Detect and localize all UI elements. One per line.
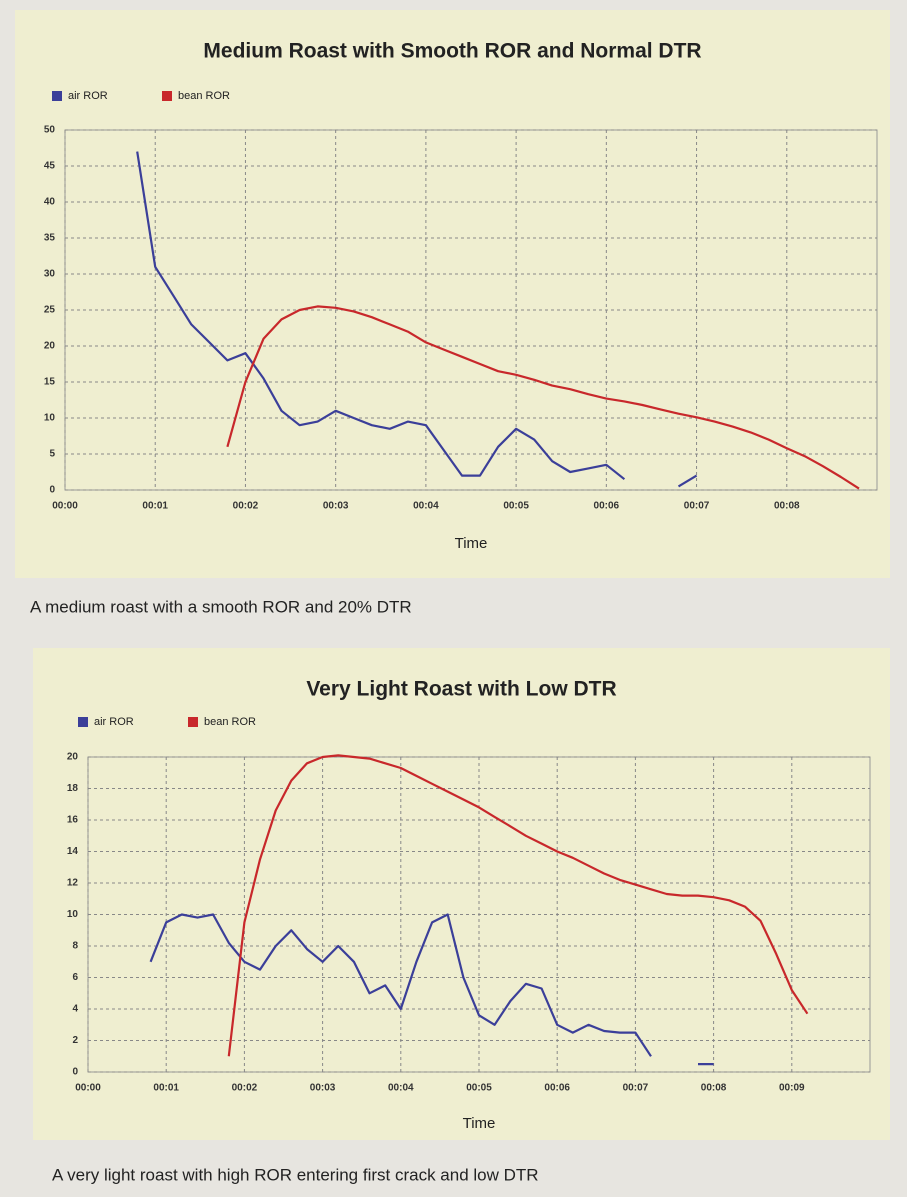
x-tick-label: 00:04 [388,1083,414,1094]
x-tick-label: 00:00 [75,1083,101,1094]
chart-title: Very Light Roast with Low DTR [306,678,616,701]
legend-label: bean ROR [178,90,230,102]
chart-panel [15,10,890,578]
data-line [227,754,809,1057]
x-tick-label: 00:06 [594,501,620,512]
x-tick-label: 00:06 [544,1083,570,1094]
caption: A very light roast with high ROR enterin… [52,1165,539,1184]
y-tick-label: 50 [44,125,56,136]
legend-swatch [78,717,88,727]
y-tick-label: 16 [67,815,79,826]
y-tick-label: 12 [67,878,79,889]
y-tick-label: 18 [67,783,79,794]
data-line [226,305,860,490]
chart-title: Medium Roast with Smooth ROR and Normal … [203,40,701,63]
y-tick-label: 0 [72,1067,78,1078]
y-tick-label: 8 [72,941,78,952]
x-tick-label: 00:08 [701,1083,727,1094]
x-tick-label: 00:07 [684,501,710,512]
y-tick-label: 45 [44,161,56,172]
y-tick-label: 25 [44,305,56,316]
y-tick-label: 10 [67,909,79,920]
legend-label: air ROR [68,90,108,102]
x-axis-label: Time [463,1115,496,1132]
y-tick-label: 6 [72,972,78,983]
y-tick-label: 30 [44,269,56,280]
x-tick-label: 00:01 [142,501,168,512]
x-tick-label: 00:05 [466,1083,492,1094]
y-tick-label: 4 [72,1004,78,1015]
y-tick-label: 20 [44,341,56,352]
y-tick-label: 2 [72,1035,78,1046]
x-tick-label: 00:01 [153,1083,179,1094]
x-tick-label: 00:03 [323,501,349,512]
legend-swatch [188,717,198,727]
caption: A medium roast with a smooth ROR and 20%… [30,597,412,616]
y-tick-label: 35 [44,233,56,244]
y-tick-label: 0 [49,485,55,496]
legend-swatch [162,91,172,101]
data-line [136,151,698,488]
x-tick-label: 00:05 [503,501,529,512]
x-tick-label: 00:00 [52,501,78,512]
x-axis-label: Time [455,535,488,552]
y-tick-label: 10 [44,413,56,424]
legend-label: air ROR [94,716,134,728]
x-tick-label: 00:08 [774,501,800,512]
y-tick-label: 40 [44,197,56,208]
y-tick-label: 20 [67,752,79,763]
legend-swatch [52,91,62,101]
x-tick-label: 00:02 [232,1083,258,1094]
legend-label: bean ROR [204,716,256,728]
x-tick-label: 00:09 [779,1083,805,1094]
y-tick-label: 5 [49,449,55,460]
y-tick-label: 14 [67,846,79,857]
data-line [149,913,714,1066]
x-tick-label: 00:03 [310,1083,336,1094]
x-tick-label: 00:07 [623,1083,649,1094]
x-tick-label: 00:04 [413,501,439,512]
chart-panel [33,648,890,1140]
y-tick-label: 15 [44,377,56,388]
x-tick-label: 00:02 [233,501,259,512]
